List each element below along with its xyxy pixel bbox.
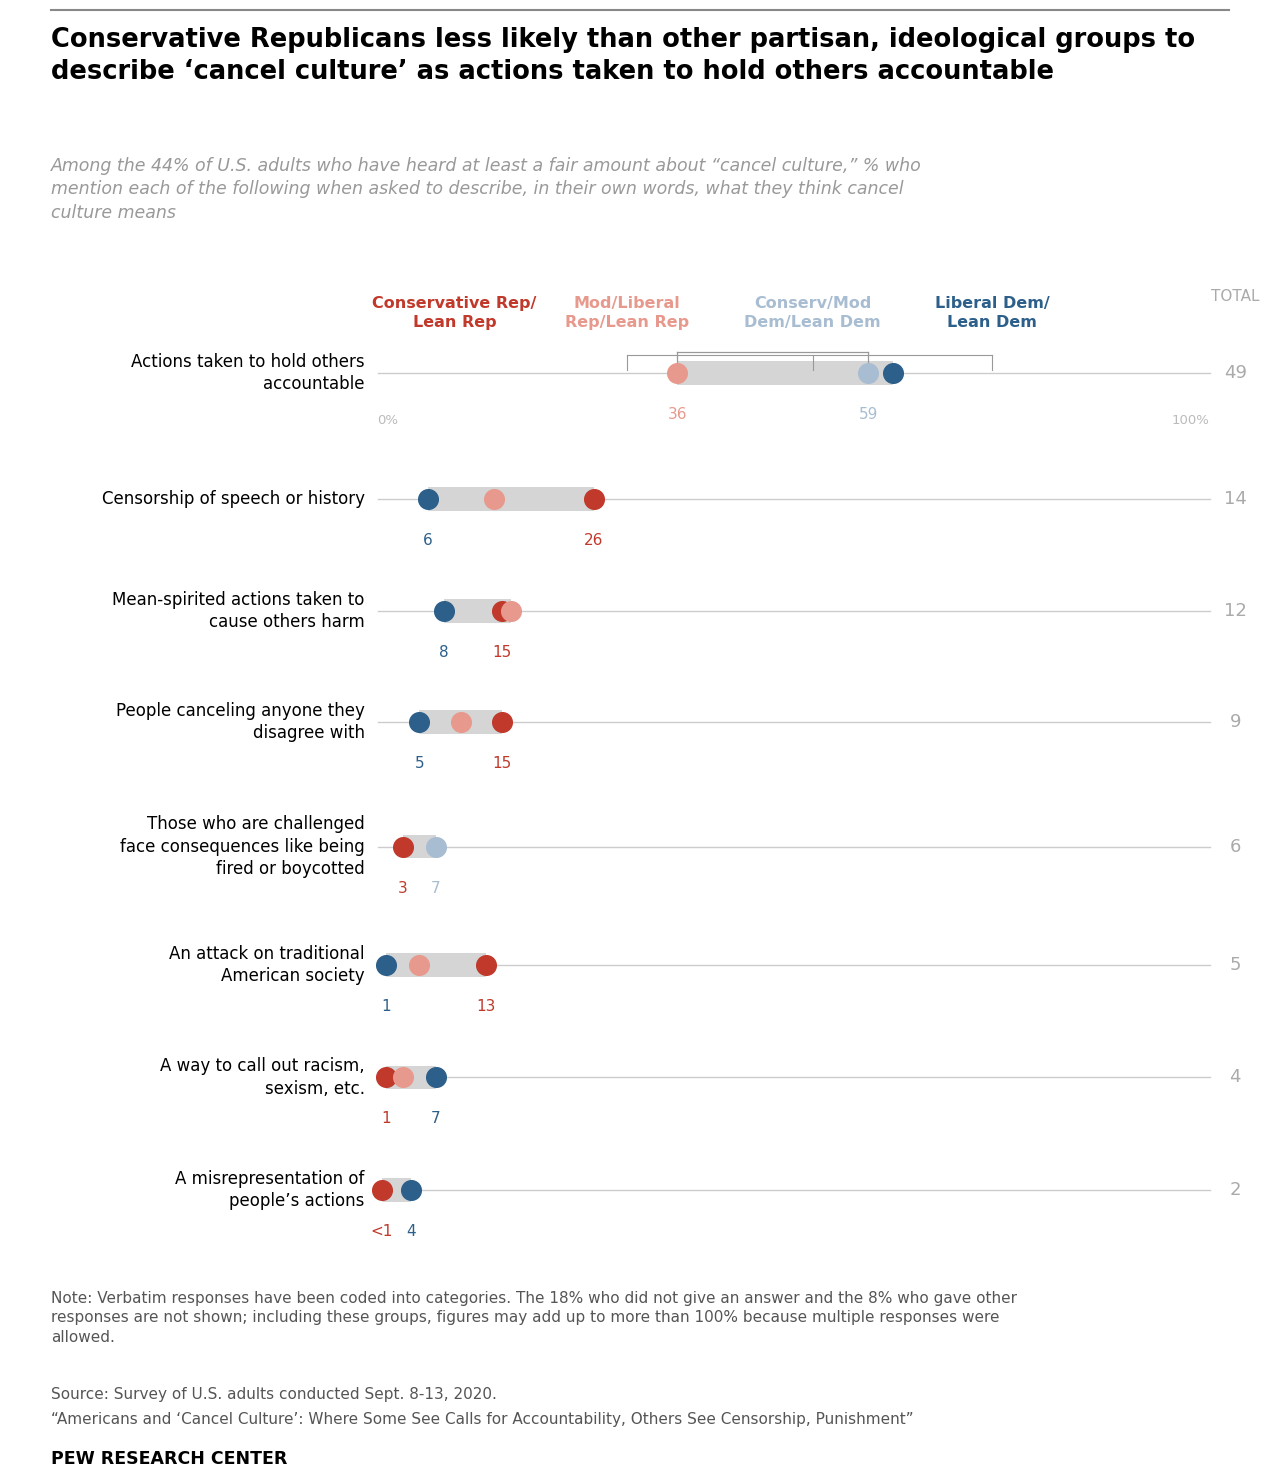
Point: [500, 599, 521, 623]
Text: 7: 7: [431, 881, 440, 895]
Bar: [677, 361, 893, 385]
Text: 14: 14: [1224, 490, 1247, 508]
Text: Conserv/Mod
Dem/Lean Dem: Conserv/Mod Dem/Lean Dem: [745, 296, 881, 330]
Text: Note: Verbatim responses have been coded into categories. The 18% who did not gi: Note: Verbatim responses have been coded…: [51, 1291, 1018, 1345]
Bar: [444, 599, 511, 623]
Point: [376, 953, 397, 977]
Text: 1: 1: [381, 999, 390, 1014]
Point: [475, 953, 495, 977]
Point: [371, 1178, 392, 1202]
Bar: [387, 1066, 435, 1089]
Text: 36: 36: [667, 407, 687, 422]
Point: [425, 1066, 447, 1089]
Bar: [387, 953, 485, 977]
Text: 26: 26: [584, 533, 604, 548]
Point: [408, 710, 429, 734]
Bar: [402, 835, 435, 858]
Text: 5: 5: [415, 756, 424, 771]
Text: 49: 49: [1224, 364, 1247, 382]
Point: [883, 361, 904, 385]
Point: [392, 835, 412, 858]
Text: 9: 9: [1230, 713, 1240, 731]
Point: [434, 599, 454, 623]
Point: [408, 953, 429, 977]
Point: [858, 361, 878, 385]
Text: Those who are challenged
face consequences like being
fired or boycotted: Those who are challenged face consequenc…: [120, 815, 365, 878]
Text: Conservative Rep/
Lean Rep: Conservative Rep/ Lean Rep: [372, 296, 536, 330]
Text: A misrepresentation of
people’s actions: A misrepresentation of people’s actions: [175, 1169, 365, 1211]
Text: TOTAL: TOTAL: [1211, 289, 1260, 303]
Point: [492, 710, 512, 734]
Point: [376, 1066, 397, 1089]
Text: 4: 4: [1230, 1069, 1240, 1086]
Bar: [381, 1178, 411, 1202]
Text: A way to call out racism,
sexism, etc.: A way to call out racism, sexism, etc.: [160, 1057, 365, 1098]
Text: People canceling anyone they
disagree with: People canceling anyone they disagree wi…: [116, 702, 365, 743]
Point: [667, 361, 687, 385]
Text: Conservative Republicans less likely than other partisan, ideological groups to
: Conservative Republicans less likely tha…: [51, 27, 1196, 84]
Text: Mod/Liberal
Rep/Lean Rep: Mod/Liberal Rep/Lean Rep: [566, 296, 689, 330]
Text: 1: 1: [381, 1111, 390, 1126]
Point: [451, 710, 471, 734]
Text: 4: 4: [406, 1224, 416, 1239]
Text: 8: 8: [439, 645, 449, 660]
Text: 15: 15: [493, 756, 512, 771]
Point: [401, 1178, 421, 1202]
Text: Liberal Dem/
Lean Dem: Liberal Dem/ Lean Dem: [934, 296, 1050, 330]
Text: Mean-spirited actions taken to
cause others harm: Mean-spirited actions taken to cause oth…: [113, 591, 365, 632]
Text: Censorship of speech or history: Censorship of speech or history: [102, 490, 365, 508]
Text: 3: 3: [398, 881, 407, 895]
Text: Among the 44% of U.S. adults who have heard at least a fair amount about “cancel: Among the 44% of U.S. adults who have he…: [51, 157, 922, 222]
Point: [417, 487, 438, 511]
Text: “Americans and ‘Cancel Culture’: Where Some See Calls for Accountability, Others: “Americans and ‘Cancel Culture’: Where S…: [51, 1412, 914, 1427]
Bar: [419, 710, 502, 734]
Point: [584, 487, 604, 511]
Bar: [428, 487, 594, 511]
Text: An attack on traditional
American society: An attack on traditional American societ…: [169, 944, 365, 986]
Text: PEW RESEARCH CENTER: PEW RESEARCH CENTER: [51, 1450, 288, 1468]
Text: 5: 5: [1230, 956, 1240, 974]
Text: 59: 59: [859, 407, 878, 422]
Text: 2: 2: [1230, 1181, 1240, 1199]
Point: [492, 599, 512, 623]
Text: <1: <1: [371, 1224, 393, 1239]
Text: 100%: 100%: [1171, 414, 1210, 428]
Text: 6: 6: [1230, 838, 1240, 855]
Text: 7: 7: [431, 1111, 440, 1126]
Text: Actions taken to hold others
accountable: Actions taken to hold others accountable: [131, 352, 365, 394]
Point: [425, 835, 447, 858]
Point: [392, 1066, 412, 1089]
Point: [484, 487, 504, 511]
Text: Source: Survey of U.S. adults conducted Sept. 8-13, 2020.: Source: Survey of U.S. adults conducted …: [51, 1387, 497, 1402]
Text: 13: 13: [476, 999, 495, 1014]
Text: 6: 6: [422, 533, 433, 548]
Text: 12: 12: [1224, 602, 1247, 620]
Text: 15: 15: [493, 645, 512, 660]
Text: 0%: 0%: [378, 414, 398, 428]
